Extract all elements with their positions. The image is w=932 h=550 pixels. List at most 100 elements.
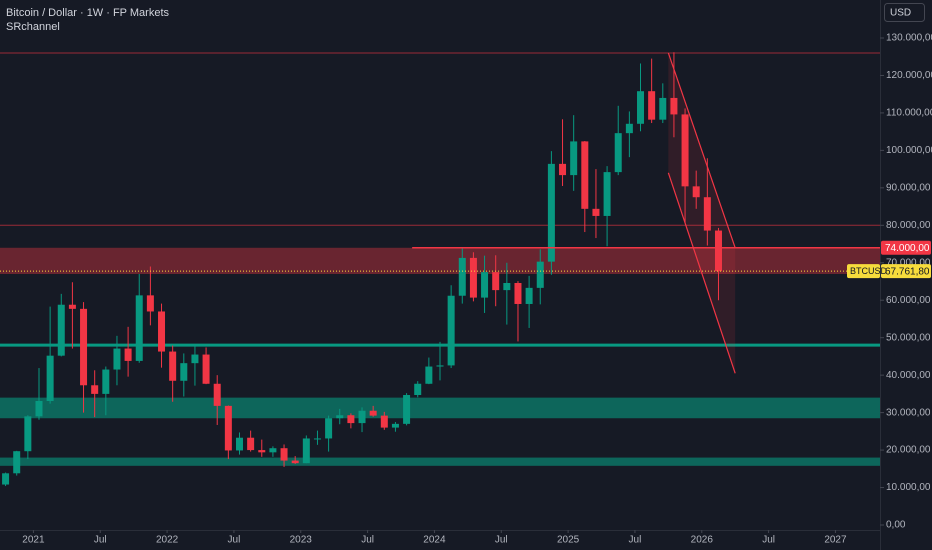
- candle-body: [313, 438, 321, 440]
- y-tick-label: 60.000,00: [886, 295, 931, 306]
- candle-body: [235, 437, 243, 451]
- y-tick-label: 20.000,00: [886, 445, 931, 456]
- candle-body: [469, 257, 477, 298]
- candle-body: [146, 295, 154, 312]
- candle-body: [169, 351, 177, 381]
- support-zone: [0, 397, 880, 419]
- candle-body: [269, 448, 277, 453]
- y-tick-label: 130.000,00: [886, 33, 932, 44]
- candle-body: [24, 416, 32, 452]
- candle-body: [614, 133, 622, 173]
- candle-body: [592, 208, 600, 216]
- x-tick-label: 2021: [22, 535, 45, 546]
- y-tick-label: 110.000,00: [886, 108, 932, 119]
- x-tick-label: Jul: [495, 535, 508, 546]
- y-tick-label: 40.000,00: [886, 370, 931, 381]
- candle-body: [570, 141, 578, 176]
- candle-body: [347, 415, 355, 424]
- candle-body: [670, 97, 678, 115]
- y-tick-label: 30.000,00: [886, 407, 931, 418]
- candle-body: [391, 423, 399, 428]
- x-tick-label: 2025: [557, 535, 580, 546]
- candle-body: [46, 355, 54, 402]
- candle-body: [358, 410, 366, 424]
- candle-body: [458, 257, 466, 296]
- x-tick-label: 2027: [824, 535, 847, 546]
- candle-body: [202, 354, 210, 384]
- symbol-label-box: [847, 264, 880, 279]
- candle-body: [637, 91, 645, 124]
- price-label: 74.000,00: [885, 243, 930, 254]
- indicator-name: SRchannel: [6, 21, 60, 33]
- candle-body: [380, 415, 388, 428]
- currency[interactable]: USD: [890, 8, 911, 19]
- y-tick-label: 100.000,00: [886, 145, 932, 156]
- candle-body: [481, 272, 489, 298]
- candle-body: [35, 401, 43, 417]
- candle-body: [291, 460, 299, 464]
- candle-body: [692, 186, 700, 198]
- candle-body: [135, 295, 143, 361]
- support-zone: [0, 247, 880, 275]
- plot-area: [0, 52, 880, 487]
- candle-body: [559, 163, 567, 176]
- x-tick-label: Jul: [94, 535, 107, 546]
- symbol-label: BTCUSD: [850, 266, 888, 276]
- currency-box[interactable]: [884, 3, 925, 22]
- x-tick-label: Jul: [762, 535, 775, 546]
- chart-title: Bitcoin / Dollar · 1W · FP Markets: [6, 7, 169, 19]
- candle-body: [625, 123, 633, 134]
- y-tick-label: 70.000,00: [886, 257, 931, 268]
- x-tick-label: 2026: [691, 535, 714, 546]
- candle-body: [191, 354, 199, 364]
- channel-line: [667, 52, 736, 248]
- candle-body: [525, 287, 533, 304]
- candle-body: [369, 410, 377, 416]
- candle-body: [648, 91, 656, 120]
- y-tick-label: 10.000,00: [886, 482, 931, 493]
- candle-body: [158, 311, 166, 352]
- candle-body: [603, 172, 611, 216]
- candle-body: [659, 97, 667, 120]
- x-tick-label: Jul: [629, 535, 642, 546]
- candle-body: [258, 450, 266, 453]
- candle-body: [180, 363, 188, 381]
- candle-body: [325, 418, 333, 439]
- candle-body: [492, 272, 500, 291]
- candle-body: [68, 304, 76, 309]
- candle-body: [414, 383, 422, 396]
- candle-body: [280, 448, 288, 461]
- y-tick-label: 80.000,00: [886, 220, 931, 231]
- candle-body: [13, 451, 21, 474]
- y-tick-label: 120.000,00: [886, 70, 932, 81]
- candle-body: [536, 261, 544, 288]
- candle-body: [302, 438, 310, 464]
- candle-body: [403, 395, 411, 424]
- x-tick-label: 2022: [156, 535, 179, 546]
- candle-body: [514, 282, 522, 304]
- candle-body: [224, 405, 232, 451]
- y-tick-label: 50.000,00: [886, 332, 931, 343]
- y-tick-label: 0,00: [886, 520, 906, 531]
- candle-body: [124, 348, 132, 361]
- x-tick-label: Jul: [361, 535, 374, 546]
- price-label-box: [881, 264, 931, 279]
- candle-body: [547, 163, 555, 262]
- candle-body: [436, 365, 444, 367]
- candle-body: [113, 348, 121, 370]
- price-label-box: [881, 240, 931, 255]
- candle-body: [703, 197, 711, 231]
- support-zone: [0, 457, 880, 466]
- candle-body: [91, 385, 99, 394]
- candle-body: [425, 366, 433, 384]
- y-tick-label: 90.000,00: [886, 182, 931, 193]
- candle-body: [213, 383, 221, 406]
- candle-body: [2, 473, 10, 485]
- candle-body: [503, 282, 511, 291]
- x-tick-label: 2023: [290, 535, 313, 546]
- candle-body: [581, 141, 589, 209]
- candle-body: [80, 308, 88, 386]
- candle-body: [447, 295, 455, 366]
